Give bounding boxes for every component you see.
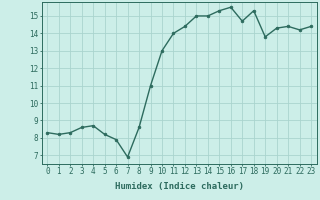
X-axis label: Humidex (Indice chaleur): Humidex (Indice chaleur) xyxy=(115,182,244,191)
